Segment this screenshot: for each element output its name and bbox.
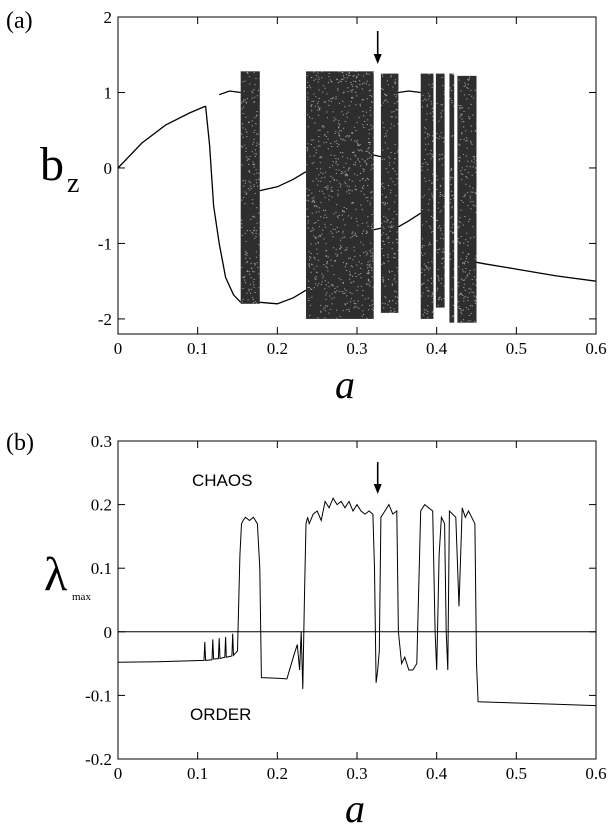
x-tick-label: 0.6 <box>585 339 606 358</box>
chaotic-band-speckle <box>420 73 435 319</box>
x-tick-label: 0 <box>114 764 123 783</box>
panel-b-ticks: 0 0.1 0.2 0.3 0.4 0.5 0.6 -0.2 -0.1 0 0.1 0.2 0.3 <box>85 432 607 783</box>
panel-a-ticks: 0 0.1 0.2 0.3 0.4 0.5 0.6 -2 -1 0 1 2 <box>98 8 607 358</box>
y-tick-label: 0.1 <box>91 559 112 578</box>
chaos-label: CHAOS <box>192 471 252 490</box>
panel-b-ylabel-sub: max <box>72 591 91 603</box>
panel-a-y-axis-label: b z <box>40 138 79 199</box>
x-tick-label: 0.2 <box>267 339 288 358</box>
x-tick-label: 0.1 <box>187 764 208 783</box>
periodic-branch <box>259 171 307 192</box>
panel-b-xlabel: a <box>345 786 365 831</box>
periodic-branch <box>373 227 382 231</box>
periodic-branch <box>259 289 307 305</box>
chaotic-band-speckle <box>449 73 456 318</box>
panel-b-y-axis-label: λ max <box>44 548 91 603</box>
chaotic-band <box>449 73 456 323</box>
periodic-branch <box>218 90 241 96</box>
x-tick-label: 0.4 <box>426 764 448 783</box>
y-tick-label: -0.1 <box>85 686 112 705</box>
panel-b-lyapunov-series <box>117 497 597 707</box>
y-tick-label: -2 <box>98 310 112 329</box>
chaotic-band-fill <box>449 73 455 323</box>
periodic-branch <box>398 90 421 94</box>
y-tick-label: 0.3 <box>91 432 112 451</box>
chaotic-band-speckle <box>306 71 375 319</box>
chaotic-band-fill <box>240 71 260 304</box>
periodic-branch <box>476 261 597 282</box>
periodic-branch <box>398 212 422 228</box>
chaotic-band-fill <box>306 71 374 319</box>
chaotic-band <box>420 73 435 319</box>
periodic-branch <box>204 106 220 244</box>
order-label: ORDER <box>190 705 251 724</box>
x-tick-label: 0 <box>114 339 123 358</box>
chaotic-band <box>306 71 375 319</box>
x-tick-label: 0.2 <box>267 764 288 783</box>
y-tick-label: 2 <box>104 8 113 27</box>
panel-b: (b) 0 0.1 0.2 0.3 0.4 0.5 0.6 -0.2 -0.1 0 0.1 0.2 0.… <box>6 430 607 831</box>
y-tick-label: 1 <box>104 83 113 102</box>
x-tick-label: 0.6 <box>585 764 606 783</box>
chaotic-band <box>380 73 400 314</box>
chaotic-band-speckle <box>457 76 478 323</box>
x-tick-label: 0.1 <box>187 339 208 358</box>
y-tick-label: 0.2 <box>91 496 112 515</box>
chaotic-band-fill <box>420 73 434 319</box>
panel-a: (a) 0 0.1 0.2 0.3 0.4 0.5 0.6 -2 -1 0 1 2 b z a <box>6 8 607 407</box>
panel-b-ylabel: λ <box>44 548 68 601</box>
periodic-branch <box>218 243 242 303</box>
panel-a-xlabel: a <box>335 362 355 407</box>
chaotic-band-speckle <box>240 71 261 304</box>
y-tick-label: 0 <box>104 623 113 642</box>
periodic-branch <box>373 154 382 158</box>
chaotic-band-speckle <box>380 73 400 314</box>
panel-a-chaotic-bands <box>240 71 478 323</box>
arrow-head <box>373 54 382 64</box>
x-tick-label: 0.3 <box>346 764 367 783</box>
panel-a-ylabel-sub: z <box>67 168 79 199</box>
panel-a-ylabel: b <box>40 138 64 191</box>
chaotic-band <box>457 75 478 323</box>
panel-a-periodic-branches <box>117 90 597 305</box>
panel-a-label: (a) <box>6 8 33 34</box>
panel-a-arrow <box>373 31 382 64</box>
chaotic-band <box>435 73 446 308</box>
x-tick-label: 0.4 <box>426 339 448 358</box>
panel-b-arrow <box>373 462 382 494</box>
x-tick-label: 0.5 <box>506 764 527 783</box>
arrow-head <box>373 484 382 494</box>
y-tick-label: -0.2 <box>85 750 112 769</box>
x-tick-label: 0.5 <box>506 339 527 358</box>
chaotic-band-fill <box>457 75 477 323</box>
x-tick-label: 0.3 <box>346 339 367 358</box>
panel-b-label: (b) <box>6 430 34 456</box>
chaotic-band <box>240 71 261 304</box>
periodic-branch <box>117 105 206 169</box>
chaotic-band-fill <box>435 73 445 308</box>
y-tick-label: 0 <box>104 159 113 178</box>
y-tick-label: -1 <box>98 234 112 253</box>
chaotic-band-speckle <box>435 74 446 306</box>
